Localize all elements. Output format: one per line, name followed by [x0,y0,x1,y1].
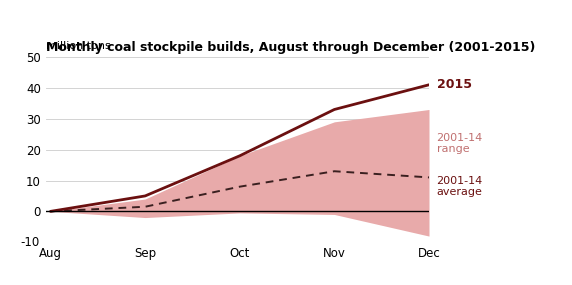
Text: million tons: million tons [46,41,110,51]
Text: 2001-14
average: 2001-14 average [436,176,483,198]
Text: 2015: 2015 [436,78,471,91]
Text: Monthly coal stockpile builds, August through December (2001-2015): Monthly coal stockpile builds, August th… [46,41,535,54]
Text: 2001-14
range: 2001-14 range [436,133,483,154]
Text: -10: -10 [21,236,40,249]
